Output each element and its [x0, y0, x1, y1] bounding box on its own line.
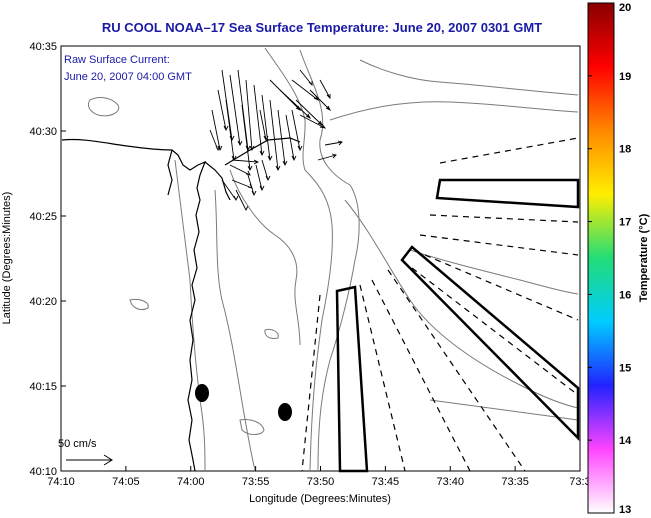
- colorbar-label: Temperature (°C): [638, 213, 650, 302]
- colorbar-tick-label: 18: [619, 144, 631, 156]
- x-tick-label: 73:35: [501, 476, 529, 488]
- y-axis-label: Latitude (Degrees:Minutes): [1, 192, 13, 325]
- dashed-radial-lines: [301, 137, 579, 472]
- x-axis-label: Longitude (Degrees:Minutes): [249, 493, 391, 505]
- current-legend-line2: June 20, 2007 04:00 GMT: [64, 71, 192, 83]
- x-tick-label: 73:3: [569, 476, 590, 488]
- station-marker-1: [195, 384, 209, 402]
- scale-arrow-icon: [66, 454, 113, 466]
- colorbar-tick-label: 13: [619, 504, 631, 516]
- colorbar-tick-label: 20: [619, 2, 631, 14]
- x-tick-label: 73:55: [242, 476, 270, 488]
- station-marker-2: [278, 403, 292, 421]
- figure-title: RU COOL NOAA–17 Sea Surface Temperature:…: [102, 20, 542, 35]
- colorbar-tick-label: 16: [619, 289, 631, 301]
- colorbar-tick-label: 17: [619, 217, 631, 229]
- colorbar-ticks: 20 19 18 17 16 15 14 13: [588, 2, 632, 516]
- x-tick-label: 74:05: [112, 476, 140, 488]
- surface-current-vectors: [209, 69, 343, 212]
- colorbar: [587, 2, 615, 514]
- scale-label: 50 cm/s: [58, 438, 97, 450]
- plot-frame: [60, 45, 581, 472]
- colorbar-tick-label: 14: [619, 435, 632, 447]
- x-tick-label: 74:10: [47, 476, 75, 488]
- x-tick-label: 73:50: [307, 476, 335, 488]
- coastline: [61, 137, 301, 472]
- colorbar-tick-label: 19: [619, 71, 631, 83]
- y-tick-label: 40:35: [29, 41, 57, 53]
- y-tick-label: 40:25: [29, 211, 57, 223]
- y-tick-label: 40:15: [29, 381, 57, 393]
- x-tick-label: 73:45: [372, 476, 400, 488]
- current-legend-line1: Raw Surface Current:: [64, 54, 170, 66]
- x-axis-ticks: 74:10 74:05 74:00 73:55 73:50 73:45 73:40 73:35…: [47, 466, 591, 488]
- x-tick-label: 73:40: [436, 476, 464, 488]
- y-tick-label: 40:30: [29, 126, 57, 138]
- x-tick-label: 74:00: [177, 476, 205, 488]
- y-axis-ticks: 40:35 40:30 40:25 40:20 40:15 40:10: [29, 41, 66, 478]
- colorbar-tick-label: 15: [619, 362, 631, 374]
- bathymetry-contours: [87, 47, 579, 471]
- y-tick-label: 40:10: [29, 466, 57, 478]
- swath-boxes: [335, 178, 580, 473]
- y-tick-label: 40:20: [29, 296, 57, 308]
